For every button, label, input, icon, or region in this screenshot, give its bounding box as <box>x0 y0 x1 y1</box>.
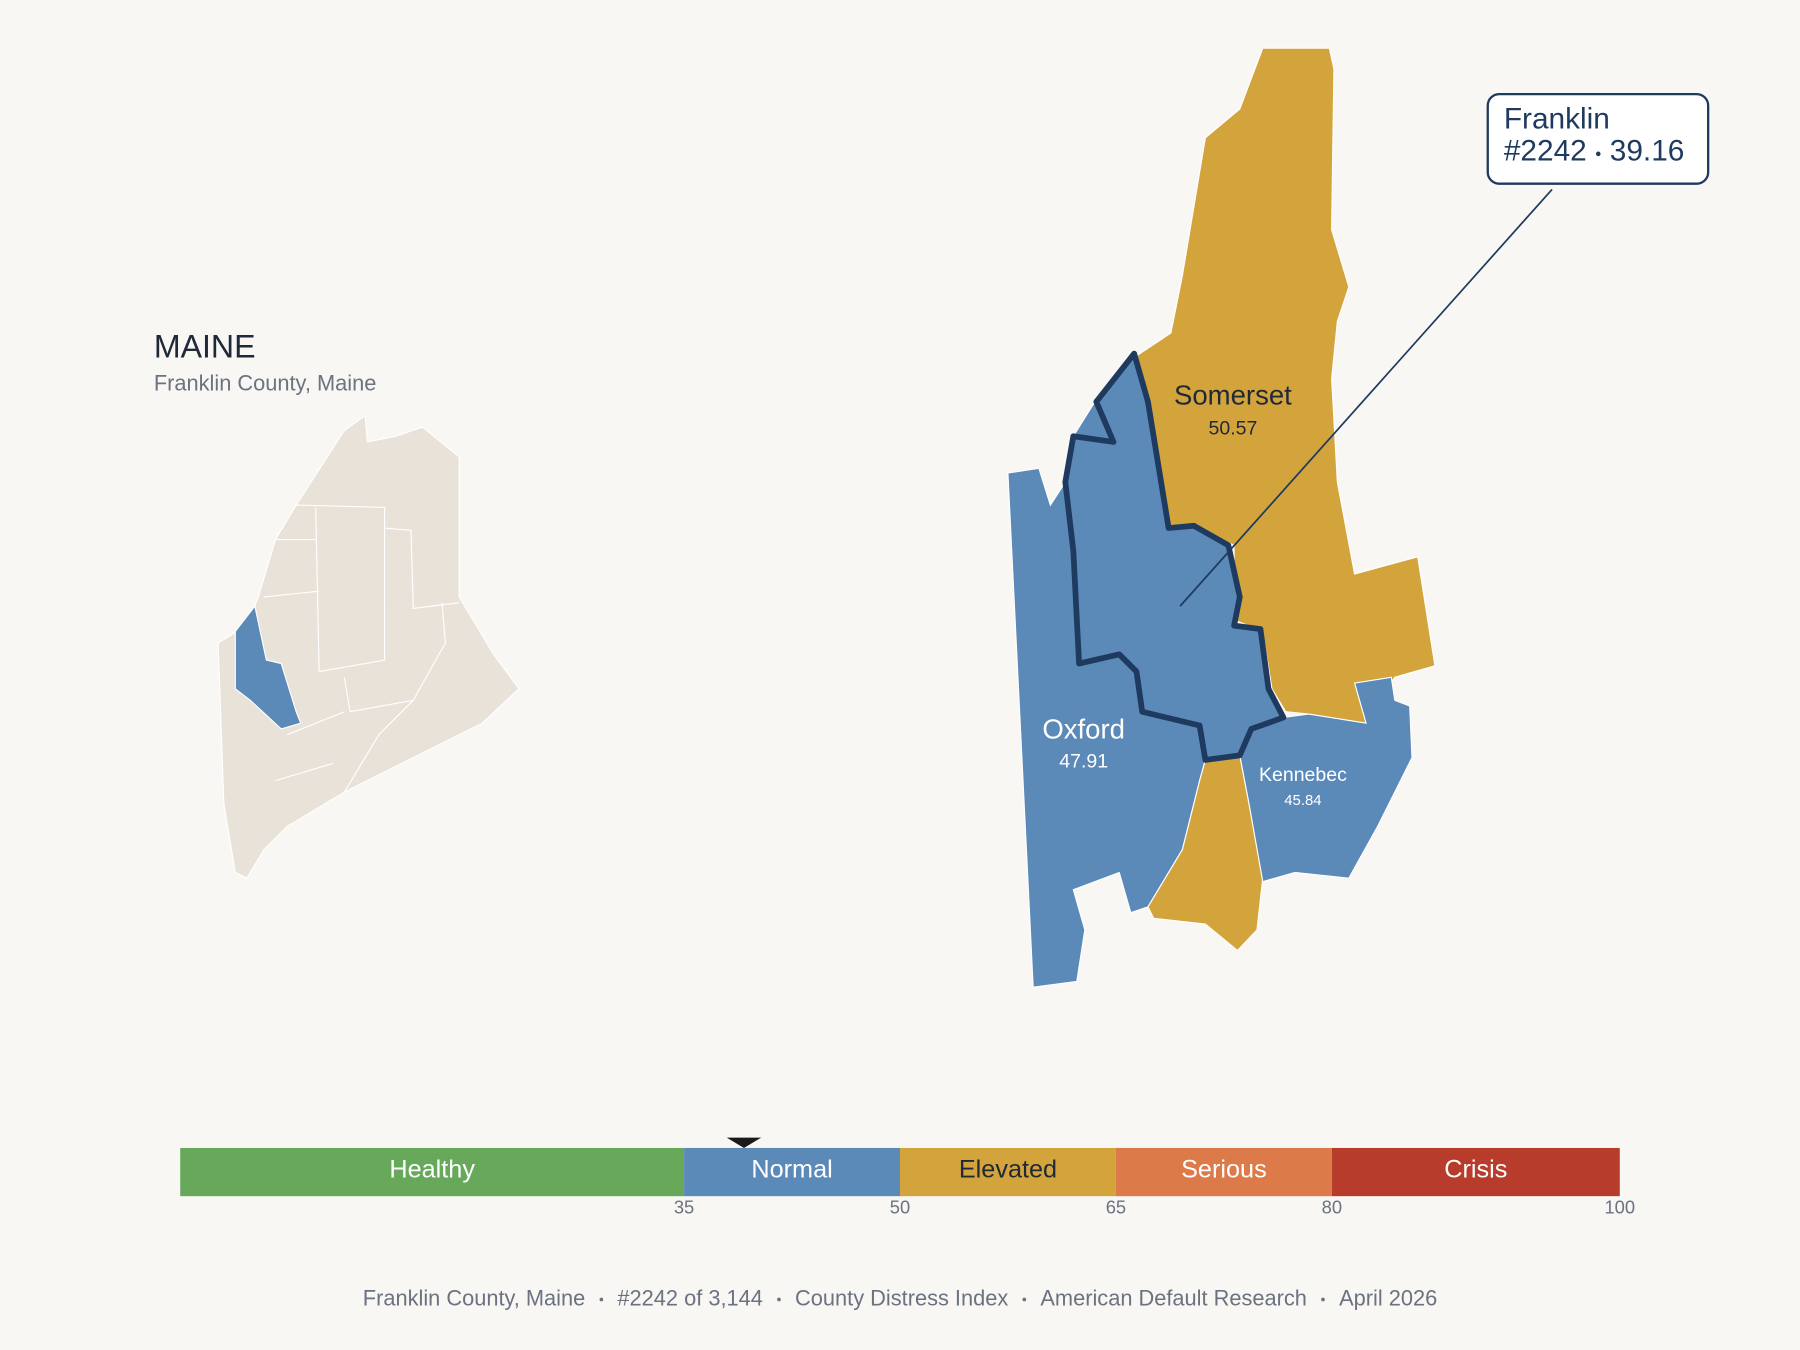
inset-title: MAINE <box>154 328 256 364</box>
selected-county <box>1062 350 1287 763</box>
scale-tick-label: 80 <box>1322 1197 1342 1218</box>
county-shape <box>1135 47 1436 724</box>
footer-item: Franklin County, Maine <box>363 1285 586 1310</box>
county-shape <box>1239 676 1413 883</box>
callout-box <box>1486 92 1710 185</box>
inset-map <box>217 414 520 879</box>
separator-dot <box>1595 151 1601 157</box>
footer-separator <box>599 1297 604 1302</box>
county-borders <box>263 504 460 793</box>
scale-band <box>1331 1147 1620 1197</box>
scale-band <box>900 1147 1116 1197</box>
county-name: Kennebec <box>1259 764 1347 786</box>
callout-rank: #2242 <box>1504 135 1587 168</box>
scale-band <box>180 1147 685 1197</box>
band-label: Elevated <box>959 1156 1057 1184</box>
footer-separator <box>777 1297 781 1302</box>
footer-item: April 2026 <box>1339 1285 1437 1310</box>
scale-tick-label: 50 <box>890 1197 910 1218</box>
footer-item: #2242 of 3,144 <box>617 1285 762 1310</box>
state-shape <box>217 414 520 879</box>
footer-item: County Distress Index <box>795 1285 1008 1310</box>
scale-band <box>1115 1147 1332 1197</box>
scale-tick-label: 35 <box>674 1197 694 1218</box>
band-label: Healthy <box>389 1156 475 1184</box>
county-score: 47.91 <box>1059 750 1108 772</box>
footer-item: American Default Research <box>1040 1285 1307 1310</box>
callout-score: 39.16 <box>1610 135 1685 168</box>
footer-separator <box>1321 1297 1325 1302</box>
scale-tick-label: 65 <box>1106 1197 1126 1218</box>
inset-subtitle: Franklin County, Maine <box>154 370 377 395</box>
scale-band <box>684 1147 900 1197</box>
footer-separator <box>1022 1297 1027 1302</box>
county-name: Somerset <box>1174 379 1292 410</box>
callout-leader <box>1179 188 1553 607</box>
band-label: Crisis <box>1444 1156 1507 1184</box>
county-score: 50.57 <box>1209 417 1258 439</box>
county-score: 45.84 <box>1284 792 1321 809</box>
county-map <box>1007 47 1436 988</box>
band-label: Serious <box>1181 1156 1267 1184</box>
callout-name: Franklin <box>1504 102 1610 135</box>
scale-tick-label: 100 <box>1604 1197 1635 1218</box>
county-name: Oxford <box>1042 714 1125 745</box>
score-marker <box>726 1137 762 1148</box>
dynamic-layer: Somerset 50.57 Oxford 47.91 Kennebec 45.84 39.… <box>180 135 1685 1310</box>
inset-franklin <box>234 604 302 730</box>
band-label: Normal <box>751 1156 832 1184</box>
